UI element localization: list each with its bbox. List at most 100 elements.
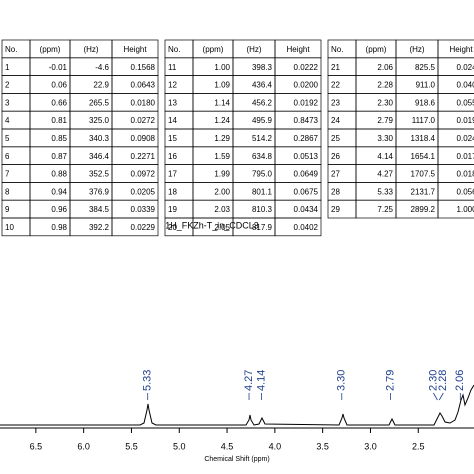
table-header: (ppm) <box>203 45 224 54</box>
peak-label: 4.14 <box>255 370 267 391</box>
table-text: 0.2271 <box>131 152 156 161</box>
x-tick-label: 5.5 <box>125 441 138 451</box>
table-text: 325.0 <box>89 116 110 125</box>
table-text: 10 <box>5 223 14 232</box>
x-tick-label: 6.0 <box>77 441 90 451</box>
table-text: 495.9 <box>252 116 273 125</box>
table-text: 3.30 <box>377 134 393 143</box>
table-text: 0.0240 <box>457 134 474 143</box>
peak-label: 4.27 <box>243 370 255 391</box>
table-text: 4.14 <box>377 152 393 161</box>
table-header: No. <box>5 45 17 54</box>
table-text: 2.28 <box>377 81 393 90</box>
table-text: 392.2 <box>89 223 110 232</box>
peak-label: 5.33 <box>142 370 154 391</box>
table-text: 340.3 <box>89 134 110 143</box>
table-text: 22.9 <box>93 81 109 90</box>
table-text: 2.79 <box>377 116 393 125</box>
table-text: 20 <box>168 223 177 232</box>
table-text: 384.5 <box>89 205 110 214</box>
table-text: 0.87 <box>51 152 67 161</box>
table-text: 0.0199 <box>457 116 474 125</box>
table-header: (ppm) <box>40 45 61 54</box>
table-text: 795.0 <box>252 170 273 179</box>
table-text: 25 <box>331 134 340 143</box>
table-text: 1.59 <box>214 152 230 161</box>
table-text: 15 <box>168 134 177 143</box>
table-text: 346.4 <box>89 152 110 161</box>
table-text: 1.09 <box>214 81 230 90</box>
table-text: 4.27 <box>377 170 393 179</box>
table-text: 2.05 <box>214 223 230 232</box>
table-header: Height <box>286 45 310 54</box>
table-header: (Hz) <box>409 45 424 54</box>
table-text: 1.99 <box>214 170 230 179</box>
table-text: 2 <box>5 81 10 90</box>
peak-stem <box>433 392 438 401</box>
table-text: 1654.1 <box>411 152 436 161</box>
x-tick-label: 4.5 <box>221 441 234 451</box>
table-text: 2.03 <box>214 205 230 214</box>
table-text: 2.06 <box>377 63 393 72</box>
table-text: 24 <box>331 116 340 125</box>
table-text: 16 <box>168 152 177 161</box>
table-text: 0.0180 <box>131 98 156 107</box>
x-tick-label: 6.5 <box>30 441 43 451</box>
table-text: -4.6 <box>95 63 109 72</box>
table-text: 0.0972 <box>131 170 156 179</box>
x-tick-label: 2.5 <box>412 441 425 451</box>
table-text: 2.30 <box>377 98 393 107</box>
table-text: 0.94 <box>51 187 67 196</box>
x-tick-label: 3.0 <box>364 441 377 451</box>
table-text: 0.06 <box>51 81 67 90</box>
table-cell <box>111 217 159 237</box>
table-text: 0.2867 <box>294 134 319 143</box>
table-text: 265.5 <box>89 98 110 107</box>
table-text: 0.0643 <box>131 81 156 90</box>
table-header: (Hz) <box>83 45 98 54</box>
table-text: 21 <box>331 63 340 72</box>
peak-label: 2.79 <box>384 370 396 391</box>
table-text: 18 <box>168 187 177 196</box>
table-text: 0.0568 <box>457 187 474 196</box>
table-text: 0.0402 <box>457 81 474 90</box>
table-text: 4 <box>5 116 10 125</box>
table-text: 514.2 <box>252 134 273 143</box>
table-text: 376.9 <box>89 187 110 196</box>
table-text: 436.4 <box>252 81 273 90</box>
table-header: Height <box>123 45 147 54</box>
table-text: 1.24 <box>214 116 230 125</box>
table-text: 1318.4 <box>411 134 436 143</box>
peak-stem <box>438 392 444 401</box>
table-text: 3 <box>5 98 10 107</box>
table-text: 0.66 <box>51 98 67 107</box>
table-header: No. <box>331 45 343 54</box>
peak-label: 2.28 <box>437 370 449 391</box>
x-axis-label: Chemical Shift (ppm) <box>204 456 269 463</box>
table-text: 352.5 <box>89 170 110 179</box>
table-text: 0.81 <box>51 116 67 125</box>
table-text: 0.0245 <box>457 63 474 72</box>
table-text: 12 <box>168 81 177 90</box>
table-cell <box>274 217 322 237</box>
table-text: 801.1 <box>252 187 273 196</box>
table-text: 1.14 <box>214 98 230 107</box>
table-text: 26 <box>331 152 340 161</box>
table-header: No. <box>168 45 180 54</box>
table-text: 0.0402 <box>294 223 319 232</box>
table-text: 1.29 <box>214 134 230 143</box>
table-text: 0.0192 <box>294 98 319 107</box>
table-text: 28 <box>331 187 340 196</box>
table-text: 398.3 <box>252 63 273 72</box>
table-text: 0.0513 <box>294 152 319 161</box>
table-text: 0.1568 <box>131 63 156 72</box>
table-text: 0.0675 <box>294 187 319 196</box>
table-text: 23 <box>331 98 340 107</box>
table-text: 13 <box>168 98 177 107</box>
table-text: 0.96 <box>51 205 67 214</box>
table-text: 810.3 <box>252 205 273 214</box>
table-text: 2131.7 <box>411 187 436 196</box>
table-text: 0.0339 <box>131 205 156 214</box>
